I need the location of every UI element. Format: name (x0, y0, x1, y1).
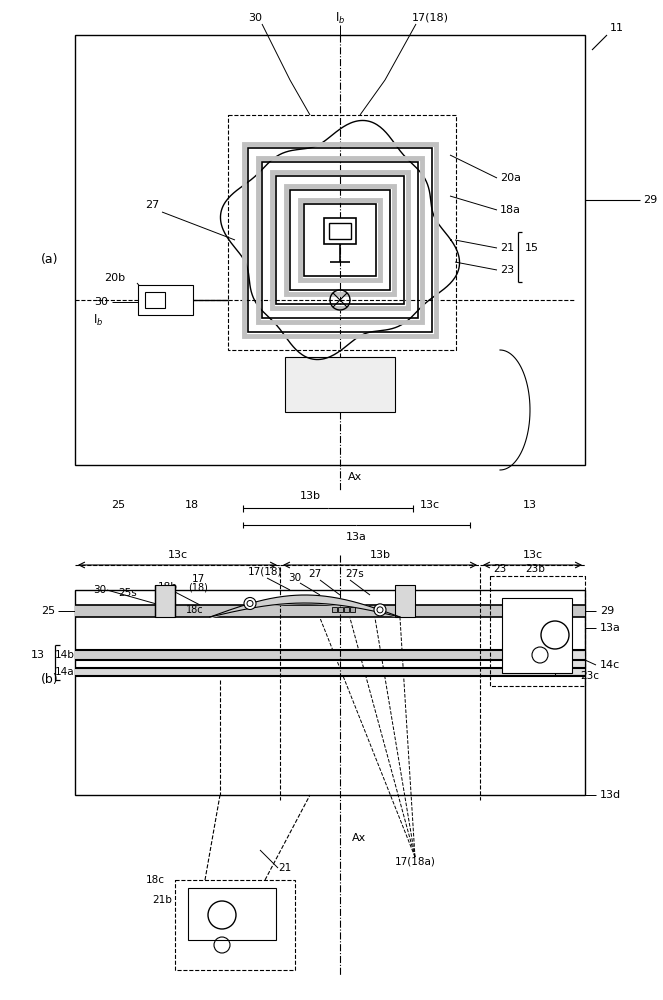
Text: 30: 30 (288, 573, 302, 583)
Text: 23: 23 (493, 564, 507, 574)
Circle shape (374, 604, 386, 616)
Text: 20b: 20b (105, 273, 125, 283)
Text: 21: 21 (278, 863, 292, 873)
Text: 21: 21 (253, 885, 267, 895)
Bar (502, 598, 572, 673)
Bar (272, 172, 408, 308)
Text: 18c: 18c (186, 605, 204, 615)
Bar (286, 186, 394, 294)
Text: 17(18): 17(18) (412, 13, 448, 23)
Circle shape (244, 597, 256, 609)
Bar (262, 162, 418, 318)
Text: 23b: 23b (525, 564, 545, 574)
Bar (555, 650, 585, 675)
Bar (75, 605, 585, 617)
Text: (18): (18) (188, 583, 208, 593)
Text: 13: 13 (523, 500, 537, 510)
Text: 17(18a): 17(18a) (394, 857, 436, 867)
Bar (350, 607, 355, 612)
Text: 30: 30 (94, 297, 108, 307)
Text: 13a: 13a (345, 532, 367, 542)
Text: 11: 11 (610, 23, 624, 33)
Text: 18: 18 (185, 500, 199, 510)
Text: 23: 23 (500, 265, 514, 275)
Bar (395, 585, 415, 617)
Text: 25s: 25s (119, 588, 137, 598)
Bar (324, 218, 356, 244)
Text: 20a: 20a (500, 173, 521, 183)
Bar (75, 35, 585, 465)
Text: 29: 29 (643, 195, 657, 205)
Text: 13a: 13a (600, 623, 621, 633)
Bar (75, 650, 585, 660)
Text: 21c: 21c (251, 945, 269, 955)
Text: 25: 25 (111, 500, 125, 510)
Text: 13d: 13d (600, 790, 621, 800)
Text: 13c: 13c (420, 500, 440, 510)
Bar (145, 292, 165, 308)
Bar (75, 668, 585, 676)
Text: Ax: Ax (352, 833, 366, 843)
Text: 29: 29 (600, 606, 614, 616)
Bar (329, 223, 351, 239)
Bar (138, 285, 193, 315)
Text: 14c: 14c (600, 660, 621, 670)
Bar (338, 607, 343, 612)
Bar (490, 576, 585, 686)
Bar (276, 176, 404, 304)
Text: 13: 13 (31, 650, 45, 660)
Text: 13c: 13c (523, 550, 543, 560)
Bar (290, 190, 390, 290)
Text: I$_b$: I$_b$ (335, 10, 345, 26)
Text: 17: 17 (192, 574, 205, 584)
Text: 13c: 13c (168, 550, 188, 560)
Text: 23a: 23a (520, 602, 540, 612)
Bar (228, 115, 456, 350)
Bar (304, 204, 376, 276)
Text: 21a: 21a (210, 890, 230, 900)
Text: 14a: 14a (55, 667, 75, 677)
Text: Ax: Ax (348, 472, 362, 482)
Text: 15: 15 (525, 243, 539, 253)
Bar (285, 357, 395, 412)
Bar (188, 888, 276, 940)
Bar (344, 607, 349, 612)
Text: 18b: 18b (158, 582, 178, 592)
Bar (244, 144, 436, 336)
Text: 27: 27 (145, 200, 159, 210)
Text: I$_b$: I$_b$ (93, 312, 103, 328)
Text: (a): (a) (41, 253, 59, 266)
Text: 30: 30 (248, 13, 262, 23)
Text: 30: 30 (93, 585, 107, 595)
Bar (155, 585, 175, 617)
Bar (332, 607, 337, 612)
Text: 13b: 13b (369, 550, 391, 560)
Text: 23c: 23c (581, 671, 599, 681)
Text: (b): (b) (41, 674, 59, 686)
Text: 18a: 18a (500, 205, 521, 215)
Text: 21b: 21b (152, 895, 172, 905)
Text: 14b: 14b (55, 650, 75, 660)
Bar (248, 148, 432, 332)
Text: 13b: 13b (300, 491, 320, 501)
Text: 27s: 27s (345, 569, 365, 579)
Bar (75, 590, 585, 795)
Bar (300, 200, 380, 280)
Text: 21: 21 (500, 243, 514, 253)
Bar (258, 158, 422, 322)
Text: 25: 25 (41, 606, 55, 616)
Text: 17(18): 17(18) (248, 567, 282, 577)
Text: 27: 27 (308, 569, 322, 579)
Text: 18c: 18c (146, 875, 165, 885)
Bar (175, 880, 295, 970)
